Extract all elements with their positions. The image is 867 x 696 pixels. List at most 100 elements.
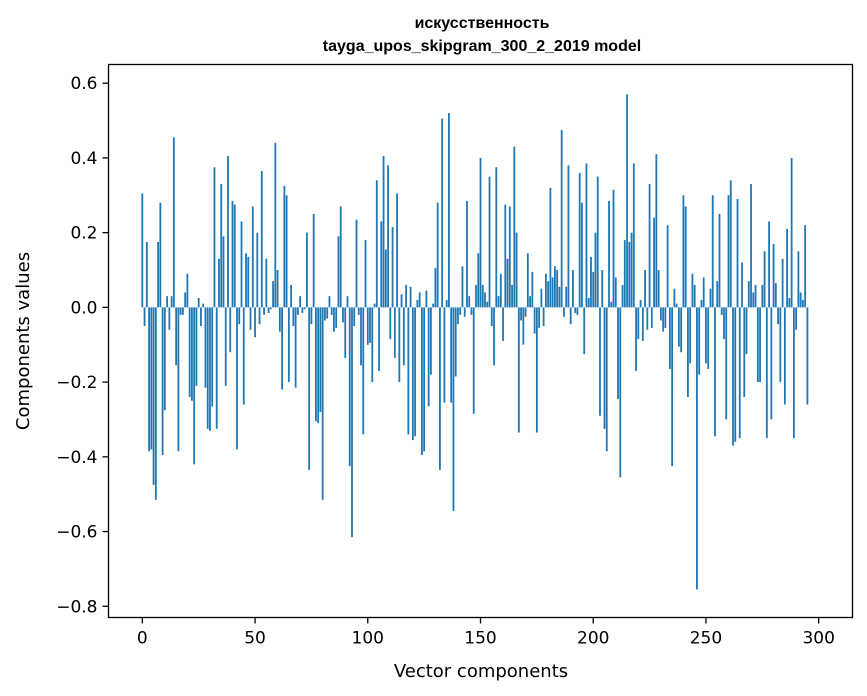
bar-78	[317, 307, 320, 424]
bar-257	[720, 307, 723, 315]
bar-74	[308, 307, 311, 470]
bar-10	[163, 307, 166, 411]
bar-1	[143, 307, 146, 327]
bar-250	[705, 307, 707, 364]
bar-291	[797, 251, 800, 308]
bar-36	[222, 236, 225, 308]
bar-202	[596, 176, 599, 308]
bar-230	[659, 307, 662, 321]
bar-246	[696, 307, 698, 590]
bar-210	[614, 277, 617, 308]
bar-7	[157, 241, 159, 308]
bars-group	[141, 94, 809, 590]
bar-149	[477, 253, 480, 308]
bar-104	[375, 180, 378, 308]
bar-71	[301, 307, 304, 313]
bar-99	[364, 240, 367, 308]
bar-226	[650, 307, 653, 328]
bar-119	[409, 286, 412, 308]
y-tick-label-4: 0.0	[70, 298, 97, 318]
bar-26	[200, 307, 202, 327]
bar-266	[741, 262, 743, 308]
bar-222	[641, 307, 644, 341]
bar-184	[556, 270, 559, 308]
bar-145	[468, 296, 471, 308]
bar-220	[637, 307, 640, 340]
x-tick-label-150: 150	[464, 629, 496, 649]
bar-116	[402, 307, 405, 366]
bar-34	[218, 258, 220, 308]
bar-23	[193, 307, 196, 465]
bar-283	[779, 307, 782, 383]
bar-155	[490, 307, 493, 327]
bar-163	[508, 206, 511, 308]
bar-187	[563, 307, 565, 317]
bar-242	[687, 307, 689, 398]
bar-39	[229, 307, 232, 353]
bar-44	[240, 221, 243, 308]
bar-139	[454, 307, 457, 377]
bar-231	[662, 307, 665, 332]
bar-258	[723, 307, 725, 340]
bar-197	[585, 163, 588, 308]
bar-121	[414, 307, 417, 437]
bar-150	[479, 157, 482, 308]
bar-61	[278, 307, 281, 332]
bar-3	[148, 307, 150, 452]
bar-170	[524, 307, 527, 317]
bar-110	[389, 307, 392, 340]
bar-237	[675, 303, 678, 308]
bar-169	[522, 307, 525, 345]
bar-288	[790, 157, 793, 308]
bar-278	[768, 221, 770, 308]
bar-72	[303, 307, 306, 310]
bar-232	[664, 307, 667, 328]
y-tick-label-5: 0.2	[70, 224, 97, 244]
bar-225	[648, 184, 651, 308]
bar-80	[321, 307, 324, 500]
bar-91	[346, 296, 349, 308]
bar-51	[256, 232, 259, 308]
bar-241	[684, 206, 687, 308]
x-tick-label-50: 50	[244, 629, 266, 649]
bar-122	[416, 299, 419, 308]
bar-238	[678, 307, 680, 347]
bar-124	[420, 307, 423, 455]
chart-subtitle: tayga_upos_skipgram_300_2_2019 model	[323, 38, 641, 55]
bar-255	[716, 281, 719, 308]
bar-46	[245, 253, 247, 308]
bar-2	[145, 241, 148, 308]
bar-114	[398, 307, 401, 383]
bar-62	[281, 307, 283, 390]
bar-22	[191, 307, 193, 401]
bar-252	[709, 288, 712, 308]
bar-66	[290, 284, 293, 308]
bar-37	[224, 307, 227, 386]
bar-131	[436, 202, 439, 308]
bar-79	[319, 307, 322, 412]
bar-111	[391, 227, 394, 308]
bar-60	[276, 270, 279, 308]
bar-228	[655, 154, 658, 308]
bar-55	[265, 258, 268, 308]
y-axis-label: Components values	[13, 252, 34, 430]
bar-280	[772, 243, 775, 308]
bar-198	[587, 298, 590, 308]
x-tick-label-300: 300	[802, 629, 834, 649]
bar-16	[177, 307, 180, 452]
bar-140	[457, 307, 459, 325]
bar-268	[745, 307, 748, 355]
bar-235	[671, 307, 674, 467]
bar-216	[628, 241, 631, 308]
bar-287	[788, 298, 791, 308]
bar-161	[504, 204, 507, 308]
bar-157	[495, 167, 498, 308]
bar-215	[626, 94, 628, 308]
bar-27	[202, 303, 205, 308]
bar-118	[407, 307, 410, 435]
bar-206	[605, 307, 608, 452]
bar-18	[182, 307, 184, 315]
bar-219	[635, 307, 637, 371]
bar-261	[729, 180, 732, 308]
